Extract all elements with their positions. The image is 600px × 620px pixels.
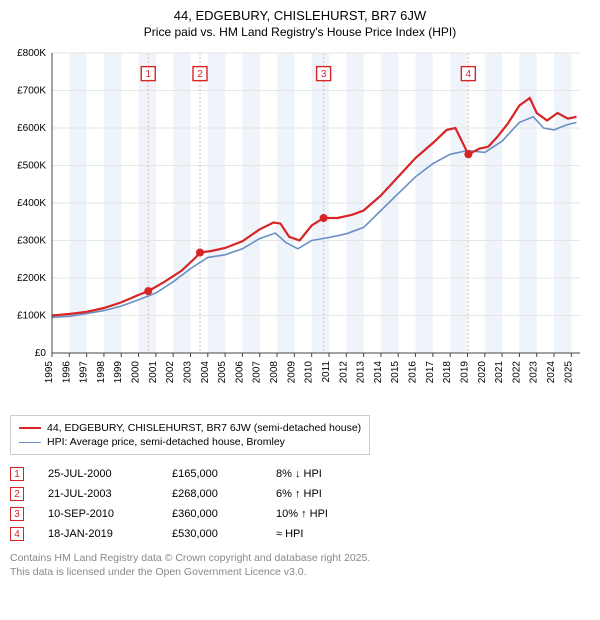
svg-text:4: 4 <box>466 69 472 80</box>
svg-text:1: 1 <box>145 69 151 80</box>
event-row: 4 18-JAN-2019 £530,000 ≈ HPI <box>10 527 590 541</box>
chart-area: £0 £100K £200K £300K £400K £500K £600K £700K £80… <box>10 45 590 405</box>
event-price: £165,000 <box>172 468 252 480</box>
svg-text:2018: 2018 <box>442 361 453 384</box>
event-row-marker: 4 <box>10 527 24 541</box>
footer-line1: Contains HM Land Registry data © Crown c… <box>10 551 590 565</box>
line-chart-svg: £0 £100K £200K £300K £400K £500K £600K £700K £80… <box>10 45 590 405</box>
event-row: 1 25-JUL-2000 £165,000 8% ↓ HPI <box>10 467 590 481</box>
svg-text:2003: 2003 <box>182 361 193 384</box>
event-dot <box>196 249 204 257</box>
title-address: 44, EDGEBURY, CHISLEHURST, BR7 6JW <box>10 8 590 23</box>
event-date: 10-SEP-2010 <box>48 508 148 520</box>
title-block: 44, EDGEBURY, CHISLEHURST, BR7 6JW Price… <box>10 8 590 39</box>
svg-text:2001: 2001 <box>148 361 159 384</box>
svg-text:£600K: £600K <box>17 123 46 134</box>
svg-text:£800K: £800K <box>17 48 46 59</box>
svg-text:2023: 2023 <box>529 361 540 384</box>
event-note: 8% ↓ HPI <box>276 468 356 480</box>
svg-text:1996: 1996 <box>61 361 72 384</box>
svg-text:2016: 2016 <box>408 361 419 384</box>
svg-text:2020: 2020 <box>477 361 488 384</box>
svg-text:£700K: £700K <box>17 86 46 97</box>
svg-text:2004: 2004 <box>200 361 211 384</box>
events-table: 1 25-JUL-2000 £165,000 8% ↓ HPI 2 21-JUL-2003… <box>10 467 590 541</box>
event-price: £530,000 <box>172 528 252 540</box>
event-dot <box>144 287 152 295</box>
svg-text:2014: 2014 <box>373 361 384 384</box>
svg-text:2: 2 <box>197 69 203 80</box>
title-subtitle: Price paid vs. HM Land Registry's House … <box>10 25 590 39</box>
svg-text:£500K: £500K <box>17 161 46 172</box>
svg-text:2008: 2008 <box>269 361 280 384</box>
svg-text:£300K: £300K <box>17 236 46 247</box>
svg-text:2010: 2010 <box>304 361 315 384</box>
svg-text:2015: 2015 <box>390 361 401 384</box>
footer-attribution: Contains HM Land Registry data © Crown c… <box>10 551 590 579</box>
event-note: 6% ↑ HPI <box>276 488 356 500</box>
svg-text:1997: 1997 <box>79 361 90 384</box>
svg-text:1999: 1999 <box>113 361 124 384</box>
chart-container: 44, EDGEBURY, CHISLEHURST, BR7 6JW Price… <box>0 0 600 589</box>
event-note: ≈ HPI <box>276 528 356 540</box>
svg-text:£0: £0 <box>35 348 47 359</box>
legend-label: 44, EDGEBURY, CHISLEHURST, BR7 6JW (semi… <box>47 422 361 434</box>
event-row-marker: 2 <box>10 487 24 501</box>
svg-text:2013: 2013 <box>356 361 367 384</box>
svg-text:2012: 2012 <box>338 361 349 384</box>
legend: 44, EDGEBURY, CHISLEHURST, BR7 6JW (semi… <box>10 415 370 455</box>
footer-line2: This data is licensed under the Open Gov… <box>10 565 590 579</box>
svg-text:2000: 2000 <box>131 361 142 384</box>
event-note: 10% ↑ HPI <box>276 508 356 520</box>
svg-text:2019: 2019 <box>459 361 470 384</box>
event-price: £268,000 <box>172 488 252 500</box>
event-dot <box>320 214 328 222</box>
legend-swatch <box>19 442 41 443</box>
svg-text:£100K: £100K <box>17 311 46 322</box>
legend-item: HPI: Average price, semi-detached house,… <box>19 436 361 448</box>
svg-text:£200K: £200K <box>17 273 46 284</box>
svg-text:2009: 2009 <box>286 361 297 384</box>
event-row-marker: 3 <box>10 507 24 521</box>
svg-text:£400K: £400K <box>17 198 46 209</box>
svg-text:1998: 1998 <box>96 361 107 384</box>
event-row: 3 10-SEP-2010 £360,000 10% ↑ HPI <box>10 507 590 521</box>
svg-text:2006: 2006 <box>234 361 245 384</box>
svg-text:2017: 2017 <box>425 361 436 384</box>
svg-text:2011: 2011 <box>321 361 332 383</box>
svg-text:2021: 2021 <box>494 361 505 384</box>
svg-text:2024: 2024 <box>546 361 557 384</box>
legend-item: 44, EDGEBURY, CHISLEHURST, BR7 6JW (semi… <box>19 422 361 434</box>
event-dot <box>464 150 472 158</box>
svg-text:2022: 2022 <box>511 361 522 384</box>
svg-text:2005: 2005 <box>217 361 228 384</box>
event-row-marker: 1 <box>10 467 24 481</box>
event-date: 25-JUL-2000 <box>48 468 148 480</box>
svg-text:2025: 2025 <box>563 361 574 384</box>
event-price: £360,000 <box>172 508 252 520</box>
svg-text:2007: 2007 <box>252 361 263 384</box>
svg-text:3: 3 <box>321 69 327 80</box>
event-date: 21-JUL-2003 <box>48 488 148 500</box>
event-date: 18-JAN-2019 <box>48 528 148 540</box>
svg-text:1995: 1995 <box>44 361 55 384</box>
legend-label: HPI: Average price, semi-detached house,… <box>47 436 285 448</box>
svg-text:2002: 2002 <box>165 361 176 384</box>
event-row: 2 21-JUL-2003 £268,000 6% ↑ HPI <box>10 487 590 501</box>
legend-swatch <box>19 427 41 429</box>
